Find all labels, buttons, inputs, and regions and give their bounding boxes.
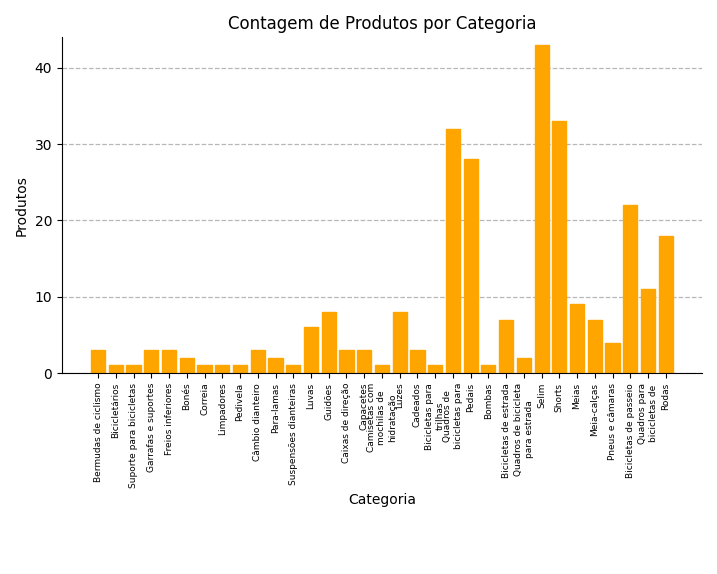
Bar xyxy=(588,320,602,373)
Bar xyxy=(517,358,531,373)
Bar xyxy=(91,350,105,373)
Bar xyxy=(233,366,247,373)
Bar xyxy=(286,366,300,373)
Bar xyxy=(109,366,123,373)
Bar xyxy=(144,350,158,373)
Bar xyxy=(535,45,549,373)
Bar xyxy=(268,358,282,373)
X-axis label: Categoria: Categoria xyxy=(348,494,416,507)
Bar xyxy=(375,366,389,373)
Bar xyxy=(126,366,141,373)
Bar xyxy=(162,350,176,373)
Bar xyxy=(605,343,619,373)
Bar xyxy=(357,350,371,373)
Bar xyxy=(659,236,673,373)
Bar xyxy=(251,350,265,373)
Bar xyxy=(570,304,584,373)
Bar xyxy=(304,327,318,373)
Bar xyxy=(552,121,566,373)
Bar xyxy=(499,320,513,373)
Bar xyxy=(322,312,336,373)
Bar xyxy=(446,129,460,373)
Bar xyxy=(641,289,655,373)
Title: Contagem de Produtos por Categoria: Contagem de Produtos por Categoria xyxy=(228,15,536,33)
Bar xyxy=(180,358,194,373)
Bar xyxy=(393,312,407,373)
Bar xyxy=(215,366,229,373)
Bar xyxy=(623,205,637,373)
Bar xyxy=(410,350,424,373)
Bar xyxy=(339,350,353,373)
Bar xyxy=(428,366,442,373)
Bar xyxy=(197,366,212,373)
Bar xyxy=(464,160,478,373)
Bar xyxy=(481,366,495,373)
Y-axis label: Produtos: Produtos xyxy=(15,174,29,236)
